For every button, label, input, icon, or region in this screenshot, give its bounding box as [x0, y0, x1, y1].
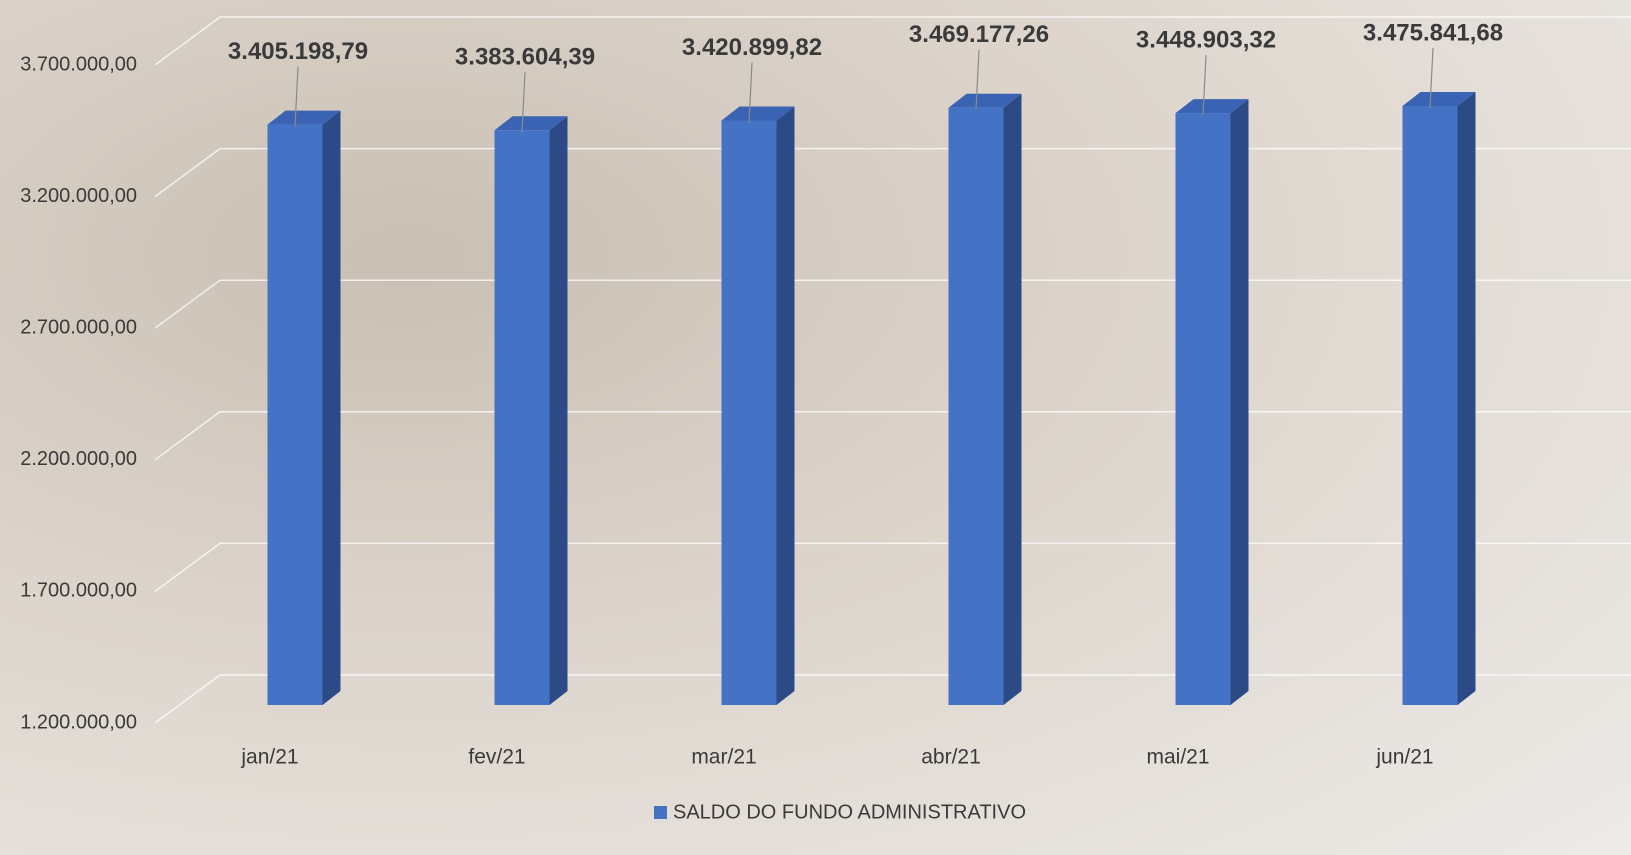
y-tick-label: 1.200.000,00	[20, 711, 137, 733]
bar	[268, 125, 323, 705]
y-tick-label: 2.700.000,00	[20, 316, 137, 338]
bar	[949, 108, 1004, 705]
bar	[1403, 106, 1458, 705]
bar-side	[1004, 94, 1022, 705]
y-tick-label: 1.700.000,00	[20, 580, 137, 602]
legend-swatch	[654, 806, 667, 819]
x-tick-label: jun/21	[1375, 746, 1433, 769]
y-tick-label: 3.200.000,00	[20, 185, 137, 207]
bar-side	[777, 106, 795, 705]
value-label: 3.448.903,32	[1136, 26, 1276, 53]
value-label: 3.405.198,79	[228, 38, 368, 65]
bar-side	[550, 116, 568, 705]
legend-label: SALDO DO FUNDO ADMINISTRATIVO	[673, 801, 1026, 823]
bar-side	[323, 111, 341, 705]
y-tick-label: 2.200.000,00	[20, 448, 137, 470]
x-tick-label: jan/21	[240, 746, 298, 769]
x-tick-label: fev/21	[468, 746, 525, 769]
x-tick-label: mar/21	[691, 746, 756, 769]
value-label: 3.469.177,26	[909, 21, 1049, 48]
chart: 1.200.000,00 1.700.000,00 2.200.000,00 2.70…	[0, 0, 1631, 855]
page: 1.200.000,00 1.700.000,00 2.200.000,00 2.70…	[0, 0, 1631, 855]
value-label: 3.475.841,68	[1363, 19, 1503, 46]
bar	[1176, 113, 1231, 705]
bar-side	[1458, 92, 1476, 705]
x-tick-label: mai/21	[1146, 746, 1209, 769]
bar	[495, 130, 550, 705]
value-label: 3.383.604,39	[455, 44, 595, 71]
x-tick-label: abr/21	[921, 746, 981, 769]
value-label: 3.420.899,82	[682, 34, 822, 61]
bar	[722, 120, 777, 705]
bar-side	[1231, 99, 1249, 705]
background	[0, 0, 1631, 855]
y-tick-label: 3.700.000,00	[20, 53, 137, 75]
